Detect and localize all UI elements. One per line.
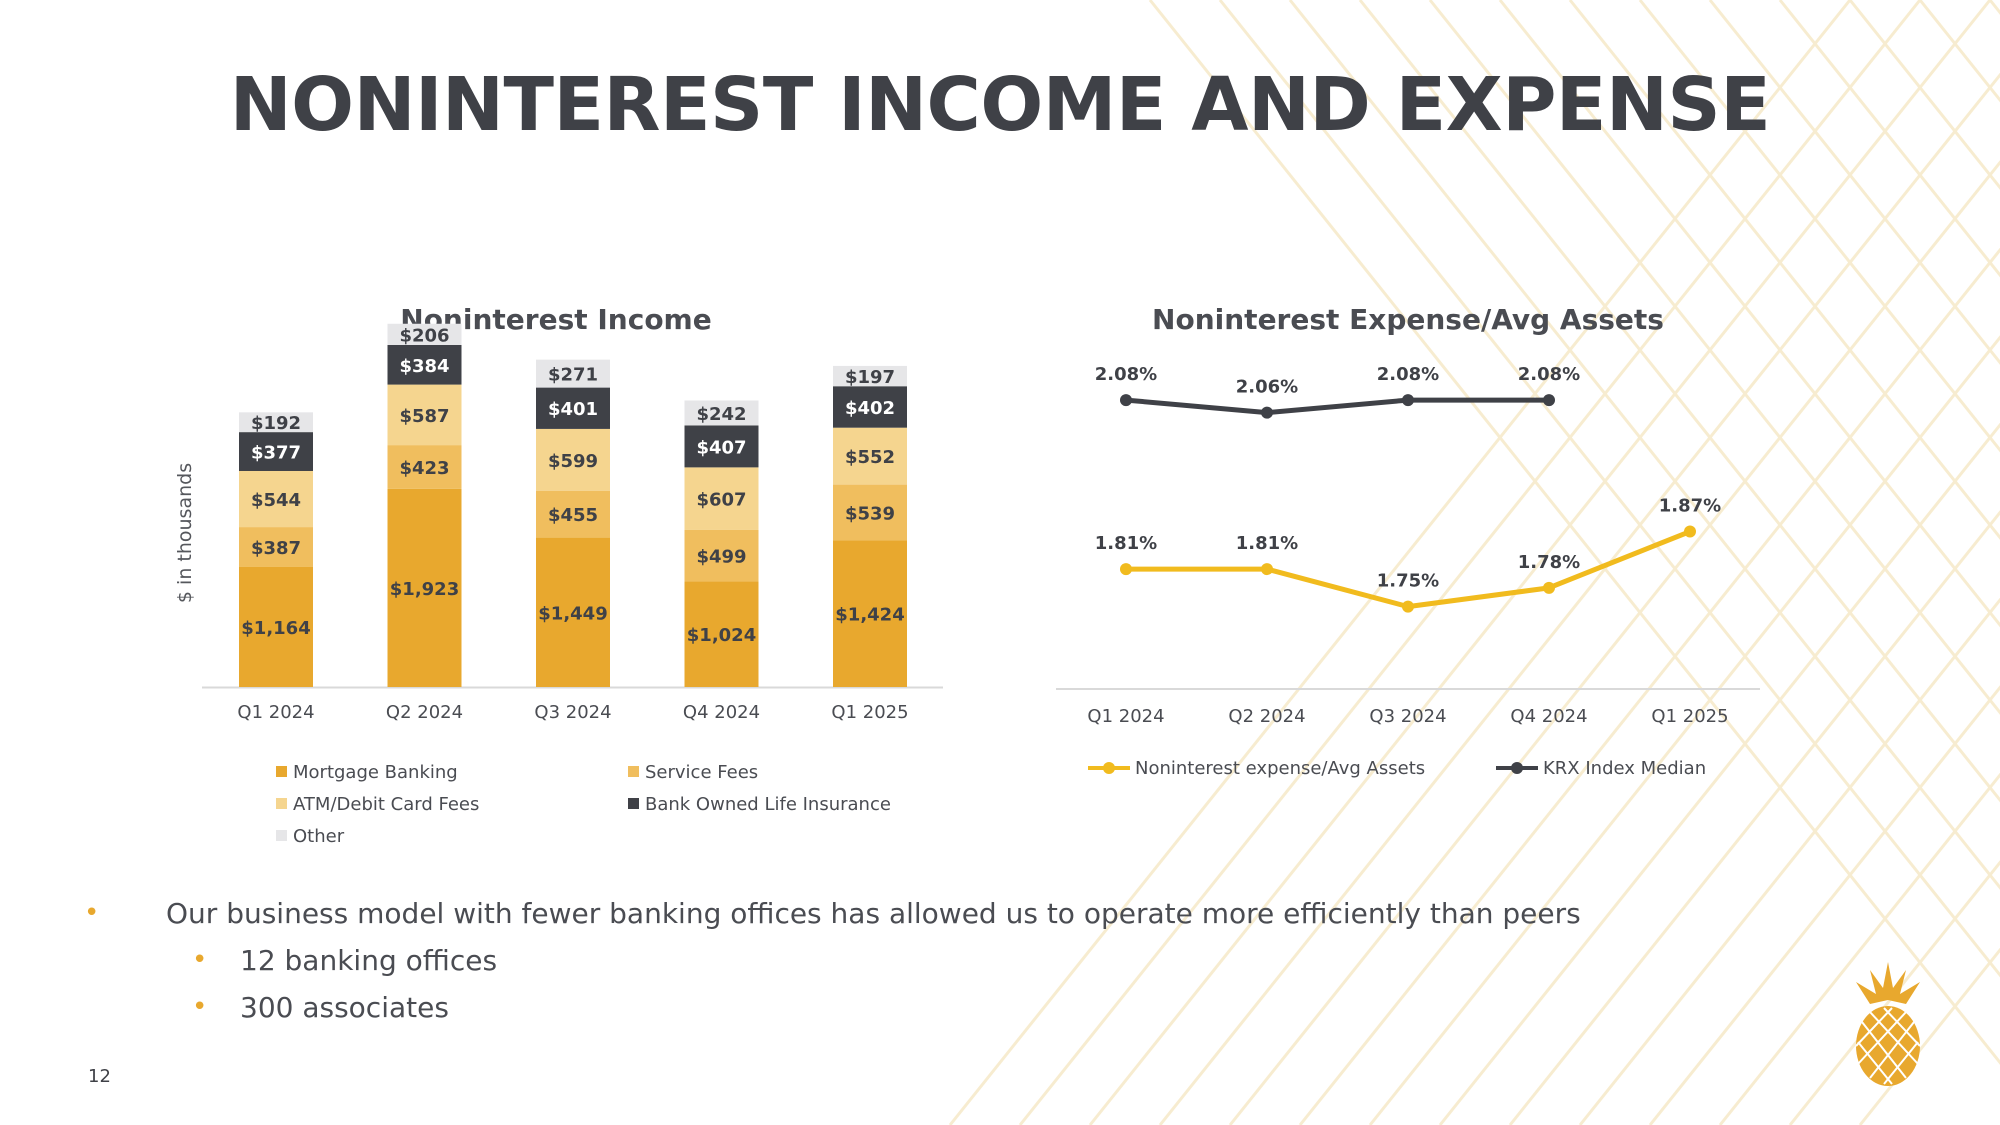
noninterest-expense-chart: Noninterest Expense/Avg Assets 1.81% 1.81… [1040, 290, 1780, 810]
bar-value-label: $206 [399, 325, 449, 346]
bar-value-label: $377 [251, 443, 301, 464]
data-point [1120, 394, 1132, 406]
data-point [1684, 526, 1696, 538]
bar-value-label: $1,024 [687, 625, 756, 646]
legend-label: Bank Owned Life Insurance [645, 794, 891, 815]
bar-value-label: $402 [845, 398, 895, 419]
bar-value-label: $1,164 [241, 618, 310, 639]
bar-value-label: $423 [399, 458, 449, 479]
bar-value-label: $401 [548, 399, 598, 420]
bar-value-label: $387 [251, 538, 301, 559]
point-value-label: 1.81% [1236, 533, 1298, 554]
income-y-axis-title: $ in thousands [174, 463, 196, 603]
point-value-label: 2.08% [1095, 364, 1157, 385]
bar-value-label: $242 [696, 404, 746, 425]
bullet-list: • Our business model with fewer banking o… [112, 890, 1581, 1031]
data-point [1543, 582, 1555, 594]
legend-marker [1511, 762, 1523, 774]
x-tick-label: Q3 2024 [534, 702, 611, 723]
bar-value-label: $1,424 [835, 605, 904, 626]
data-point [1402, 601, 1414, 613]
legend-marker [1103, 762, 1115, 774]
x-tick-label: Q3 2024 [1369, 706, 1446, 727]
bar-value-label: $192 [251, 413, 301, 434]
bullet-dot: • [192, 984, 207, 1031]
bar-value-label: $1,449 [538, 603, 607, 624]
bullet-text: Our business model with fewer banking of… [166, 897, 1581, 930]
data-point [1543, 394, 1555, 406]
legend-label: Noninterest expense/Avg Assets [1135, 758, 1425, 779]
expense-chart-title: Noninterest Expense/Avg Assets [1152, 303, 1664, 336]
bar-value-label: $407 [696, 437, 746, 458]
legend-label: KRX Index Median [1543, 758, 1706, 779]
bullet-dot: • [192, 937, 207, 984]
page-title: NONINTEREST INCOME AND EXPENSE [0, 62, 2000, 148]
x-tick-label: Q2 2024 [386, 702, 463, 723]
point-value-label: 1.87% [1659, 496, 1721, 517]
data-point [1261, 563, 1273, 575]
bullet-item: • 300 associates [112, 984, 1581, 1031]
legend-swatch [628, 766, 639, 777]
bar-value-label: $544 [251, 490, 301, 511]
bullet-text: 12 banking offices [240, 944, 497, 977]
bar-value-label: $455 [548, 505, 598, 526]
data-point [1402, 394, 1414, 406]
legend-swatch [276, 798, 287, 809]
bullet-text: 300 associates [240, 991, 449, 1024]
point-value-label: 1.81% [1095, 533, 1157, 554]
bar-value-label: $271 [548, 365, 598, 386]
page-number: 12 [88, 1066, 111, 1087]
bar-value-label: $1,923 [390, 579, 459, 600]
bar-value-label: $499 [696, 547, 746, 568]
x-tick-label: Q1 2025 [1651, 706, 1728, 727]
point-value-label: 2.06% [1236, 377, 1298, 398]
bar-value-label: $552 [845, 447, 895, 468]
bar-value-label: $384 [399, 356, 449, 377]
x-tick-label: Q1 2024 [237, 702, 314, 723]
x-tick-label: Q4 2024 [1510, 706, 1587, 727]
data-point [1120, 563, 1132, 575]
point-value-label: 2.08% [1518, 364, 1580, 385]
x-tick-label: Q4 2024 [683, 702, 760, 723]
legend-swatch [276, 830, 287, 841]
bullet-dot: • [84, 890, 99, 937]
bullet-item: • 12 banking offices [112, 937, 1581, 984]
legend-label: Service Fees [645, 762, 758, 783]
x-tick-label: Q2 2024 [1228, 706, 1305, 727]
legend-label: ATM/Debit Card Fees [293, 794, 479, 815]
noninterest-income-chart: Noninterest Income $ in thousands $1,164… [150, 290, 970, 870]
legend-swatch [628, 798, 639, 809]
bar-value-label: $599 [548, 451, 598, 472]
series-line [1126, 532, 1690, 607]
bar-value-label: $197 [845, 367, 895, 388]
x-tick-label: Q1 2024 [1087, 706, 1164, 727]
legend-label: Mortgage Banking [293, 762, 458, 783]
point-value-label: 1.75% [1377, 571, 1439, 592]
pineapple-icon [1848, 960, 1928, 1090]
x-tick-label: Q1 2025 [831, 702, 908, 723]
series-line [1126, 400, 1549, 413]
legend-swatch [276, 766, 287, 777]
bar-value-label: $587 [399, 406, 449, 427]
data-point [1261, 407, 1273, 419]
point-value-label: 1.78% [1518, 552, 1580, 573]
legend-label: Other [293, 826, 345, 847]
bullet-item: • Our business model with fewer banking o… [112, 890, 1581, 937]
bar-value-label: $607 [696, 490, 746, 511]
bar-value-label: $539 [845, 503, 895, 524]
point-value-label: 2.08% [1377, 364, 1439, 385]
